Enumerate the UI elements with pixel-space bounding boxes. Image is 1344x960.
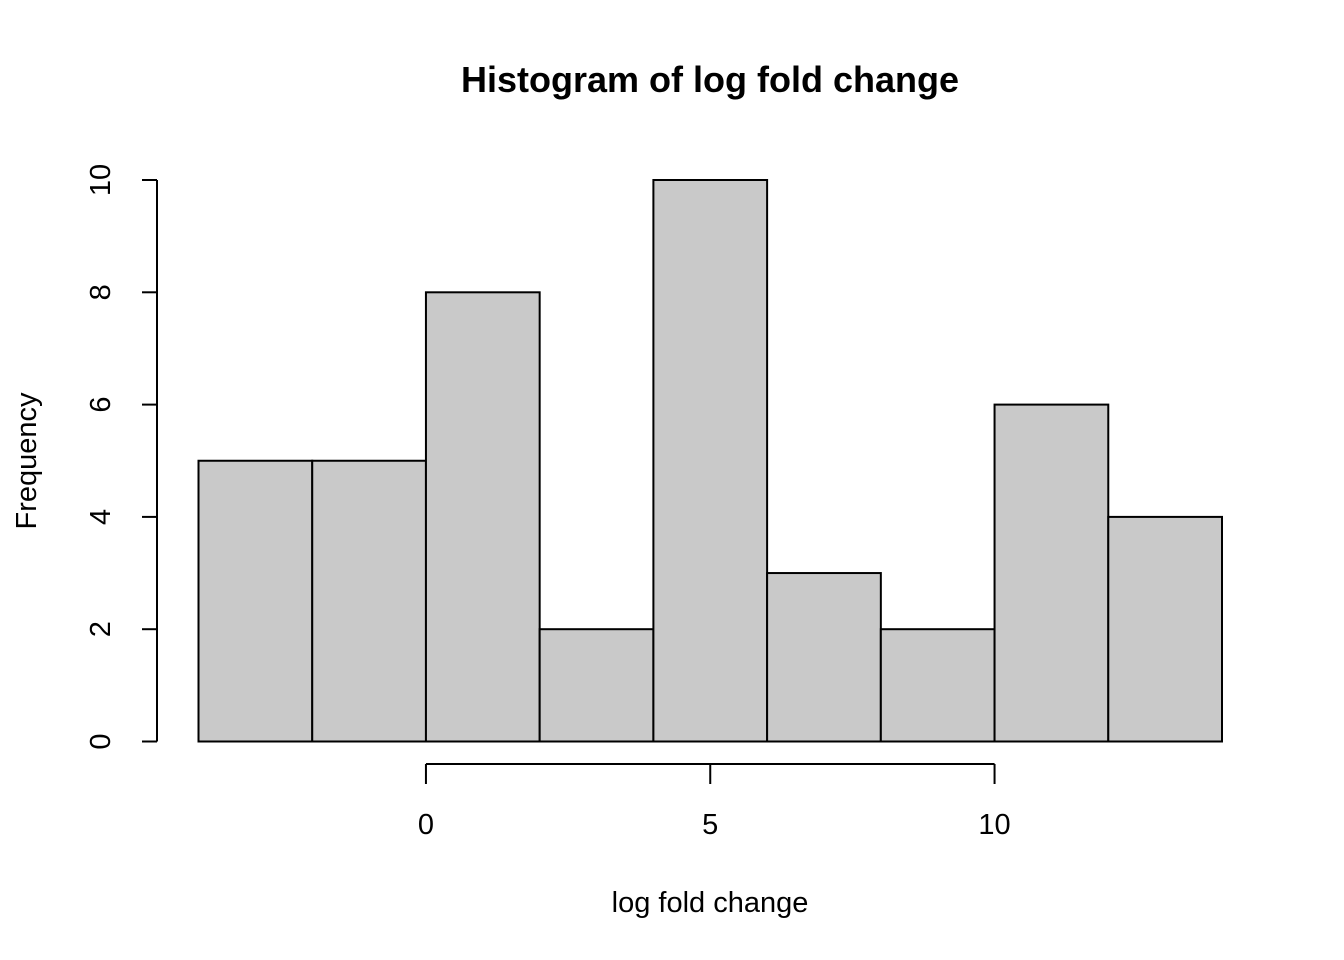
- y-tick-label: 10: [85, 164, 117, 196]
- bars-group: [197, 179, 1224, 743]
- y-tick-label: 0: [85, 733, 117, 749]
- histogram-bar: [424, 291, 541, 743]
- histogram-bar: [652, 179, 769, 743]
- histogram-bar: [993, 403, 1110, 743]
- x-tick-label: 0: [418, 809, 434, 841]
- x-axis-label: log fold change: [612, 887, 809, 919]
- y-tick-label: 8: [85, 284, 117, 300]
- x-tick-label: 5: [702, 809, 718, 841]
- histogram-bar: [538, 628, 655, 743]
- y-tick-label: 2: [85, 621, 117, 637]
- y-tick-label: 6: [85, 397, 117, 413]
- histogram-bar: [1107, 515, 1224, 743]
- histogram-bar: [197, 459, 314, 743]
- x-tick-label: 10: [978, 809, 1010, 841]
- y-axis: 0 2 4 6 8 10: [85, 164, 158, 750]
- histogram-bar: [766, 572, 882, 743]
- histogram-bar: [879, 628, 996, 743]
- histogram-bar: [311, 459, 427, 743]
- x-axis: 0 5 10: [418, 763, 1011, 841]
- y-tick-label: 4: [85, 509, 117, 525]
- y-axis-label: Frequency: [11, 392, 43, 530]
- chart-title: Histogram of log fold change: [461, 59, 959, 100]
